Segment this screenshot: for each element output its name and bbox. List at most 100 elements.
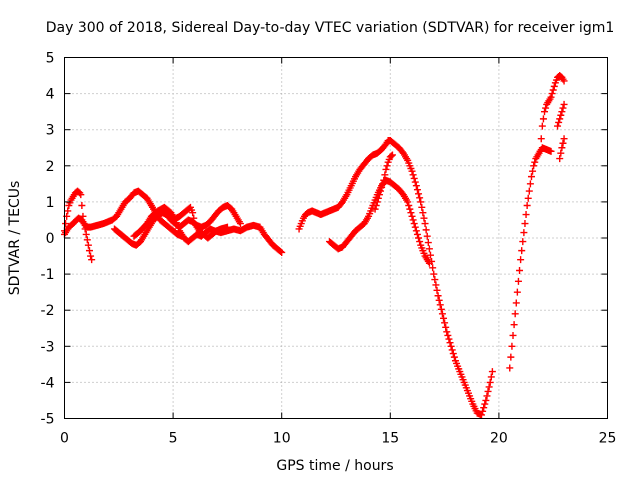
- data-point: [531, 158, 539, 166]
- data-point: [512, 299, 520, 307]
- data-point: [425, 259, 433, 267]
- y-tick-label: 1: [46, 195, 55, 211]
- data-point: [85, 247, 93, 255]
- data-series: [371, 151, 396, 213]
- data-point: [547, 93, 555, 101]
- x-tick-label: 15: [381, 431, 399, 447]
- data-point: [410, 174, 418, 182]
- data-point: [278, 248, 286, 256]
- data-point: [83, 236, 91, 244]
- chart-title: Day 300 of 2018, Sidereal Day-to-day VTE…: [46, 20, 615, 36]
- data-series: [554, 100, 568, 130]
- data-point: [555, 118, 563, 126]
- data-point: [415, 190, 423, 198]
- data-point: [536, 147, 544, 155]
- x-axis-label: GPS time / hours: [276, 458, 393, 474]
- data-point: [444, 331, 452, 339]
- data-point: [406, 205, 414, 213]
- data-point: [517, 256, 525, 264]
- x-tick-label: 5: [169, 431, 178, 447]
- data-point: [416, 238, 424, 246]
- data-point: [478, 411, 486, 419]
- data-point: [558, 108, 566, 116]
- data-point: [560, 100, 568, 108]
- data-point: [436, 301, 444, 309]
- data-point: [516, 266, 524, 274]
- data-point: [556, 155, 564, 163]
- data-point: [560, 135, 568, 143]
- data-point: [508, 342, 516, 350]
- y-tick-label: -1: [41, 267, 55, 283]
- data-point: [418, 203, 426, 211]
- axis-ticks: 0 5 10 15 20 25 -5 -4 -3 -2 -1 0 1 2 3 4 5: [41, 51, 617, 447]
- data-point: [372, 202, 380, 210]
- data-point: [520, 229, 528, 237]
- data-point: [506, 364, 514, 372]
- y-tick-label: -5: [41, 412, 55, 428]
- data-point: [88, 256, 96, 264]
- data-point: [190, 214, 198, 222]
- data-points: [61, 72, 568, 419]
- data-point: [408, 167, 416, 175]
- data-point: [413, 230, 421, 238]
- data-point: [530, 162, 538, 170]
- data-point: [509, 331, 517, 339]
- data-point: [381, 171, 389, 179]
- data-point: [416, 194, 424, 202]
- data-point: [426, 251, 434, 259]
- data-point: [432, 281, 440, 289]
- data-point: [558, 144, 566, 152]
- data-point: [82, 230, 90, 238]
- x-tick-label: 0: [60, 431, 69, 447]
- data-point: [443, 328, 451, 336]
- data-point: [425, 245, 433, 253]
- data-point: [382, 165, 390, 173]
- data-point: [435, 296, 443, 304]
- data-point: [529, 167, 537, 175]
- data-series: [61, 187, 186, 240]
- data-point: [486, 378, 494, 386]
- data-point: [523, 202, 531, 210]
- y-tick-label: -2: [41, 303, 55, 319]
- data-series: [556, 135, 568, 163]
- data-point: [412, 182, 420, 190]
- data-point: [417, 198, 425, 206]
- data-point: [438, 310, 446, 318]
- data-point: [527, 173, 535, 181]
- data-point: [407, 209, 415, 217]
- data-point: [388, 151, 396, 159]
- data-point: [409, 171, 417, 179]
- data-series: [536, 72, 568, 155]
- data-point: [411, 223, 419, 231]
- data-point: [415, 234, 423, 242]
- data-point: [431, 276, 439, 284]
- y-tick-label: 2: [46, 159, 55, 175]
- data-point: [377, 187, 385, 195]
- data-point: [379, 180, 387, 188]
- data-point: [433, 286, 441, 294]
- data-point: [420, 214, 428, 222]
- data-point: [434, 292, 442, 300]
- data-point: [380, 176, 388, 184]
- data-series: [130, 203, 286, 256]
- data-point: [387, 152, 395, 160]
- data-point: [445, 335, 453, 343]
- data-point: [557, 149, 565, 157]
- data-point: [437, 305, 445, 313]
- data-point: [521, 220, 529, 228]
- data-point: [480, 404, 488, 412]
- data-point: [78, 202, 86, 210]
- data-point: [488, 368, 496, 376]
- data-point: [236, 220, 244, 228]
- data-point: [484, 387, 492, 395]
- x-tick-label: 25: [599, 431, 617, 447]
- data-point: [422, 226, 430, 234]
- data-point: [524, 194, 532, 202]
- data-point: [537, 135, 545, 143]
- data-point: [519, 238, 527, 246]
- data-point: [481, 400, 489, 408]
- data-point: [424, 239, 432, 247]
- data-point: [539, 115, 547, 123]
- data-point: [409, 216, 417, 224]
- data-series: [295, 137, 496, 419]
